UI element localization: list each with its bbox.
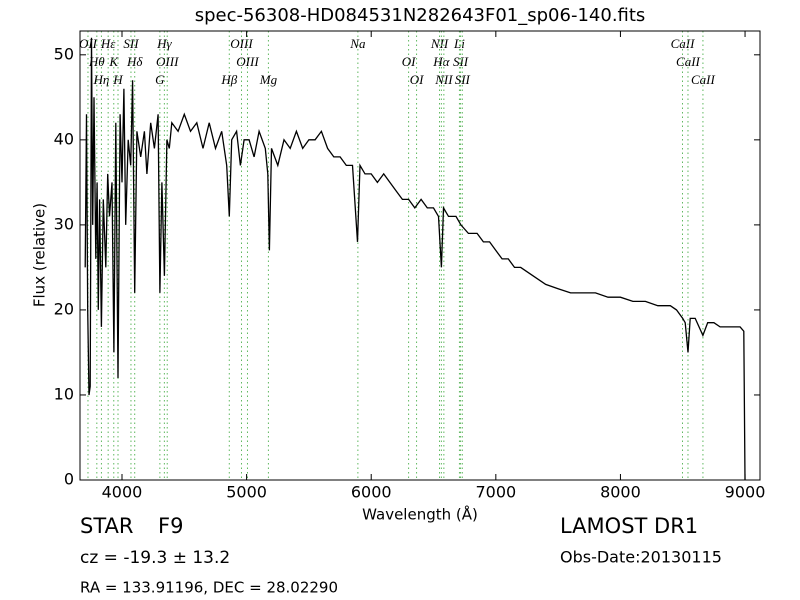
- redshift: cz = -19.3 ± 13.2: [80, 548, 230, 568]
- spectral-line-label: Hθ: [88, 54, 105, 69]
- spectral-line-label: G: [155, 72, 165, 87]
- spectral-line-label: SII: [453, 54, 469, 69]
- x-tick-label: 6000: [351, 483, 392, 502]
- chart-title: spec-56308-HD084531N282643F01_sp06-140.f…: [195, 5, 646, 26]
- x-tick-label: 4000: [102, 483, 143, 502]
- spectral-line-label: SII: [455, 72, 471, 87]
- spectral-line-label: NII: [430, 36, 449, 51]
- spectral-line-label: Hη: [93, 72, 110, 87]
- spectral-line-label: NII: [434, 72, 453, 87]
- x-tick-label: 8000: [600, 483, 641, 502]
- spectral-line-label: OIII: [156, 54, 179, 69]
- y-axis-label: Flux (relative): [31, 203, 49, 307]
- object-subclass: F9: [158, 514, 183, 538]
- spectrum-line: [84, 37, 746, 480]
- spectral-line-label: OII: [79, 36, 98, 51]
- plot-frame: [79, 30, 761, 481]
- spectral-line-label: Hα: [432, 54, 450, 69]
- spectral-line-label: OI: [402, 54, 416, 69]
- spectral-line-label: OI: [410, 72, 424, 87]
- x-tick-label: 5000: [226, 483, 267, 502]
- object-class: STAR: [80, 514, 133, 538]
- spectral-line-label: Hγ: [156, 36, 172, 51]
- y-tick-label: 0: [64, 470, 74, 489]
- coordinates: RA = 133.91196, DEC = 28.02290: [80, 579, 338, 597]
- y-tick-label: 50: [54, 44, 74, 63]
- spectral-line-label: H: [112, 72, 123, 87]
- spectral-line-label: Hβ: [220, 72, 237, 87]
- spectral-line-label: OIII: [230, 36, 253, 51]
- obs-date: Obs-Date:20130115: [560, 548, 722, 567]
- x-axis-label: Wavelength (Å): [362, 505, 478, 524]
- y-tick-label: 20: [54, 299, 74, 318]
- spectral-line-label: Hδ: [126, 54, 143, 69]
- spectral-line-label: Mg: [259, 72, 278, 87]
- y-tick-label: 40: [54, 129, 74, 148]
- spectral-line-label: OIII: [236, 54, 259, 69]
- survey: LAMOST DR1: [560, 514, 698, 538]
- spectral-line-label: Na: [349, 36, 366, 51]
- spectral-line-label: K: [108, 54, 119, 69]
- spectral-line-label: CaII: [671, 36, 696, 51]
- spectral-line-label: CaII: [676, 54, 701, 69]
- y-tick-label: 10: [54, 384, 74, 403]
- spectral-line-label: Li: [453, 36, 465, 51]
- y-tick-label: 30: [54, 214, 74, 233]
- x-tick-label: 9000: [725, 483, 766, 502]
- x-tick-label: 7000: [475, 483, 516, 502]
- spectral-line-label: Hε: [100, 36, 116, 51]
- spectral-line-label: CaII: [691, 72, 716, 87]
- spectral-line-label: SII: [123, 36, 139, 51]
